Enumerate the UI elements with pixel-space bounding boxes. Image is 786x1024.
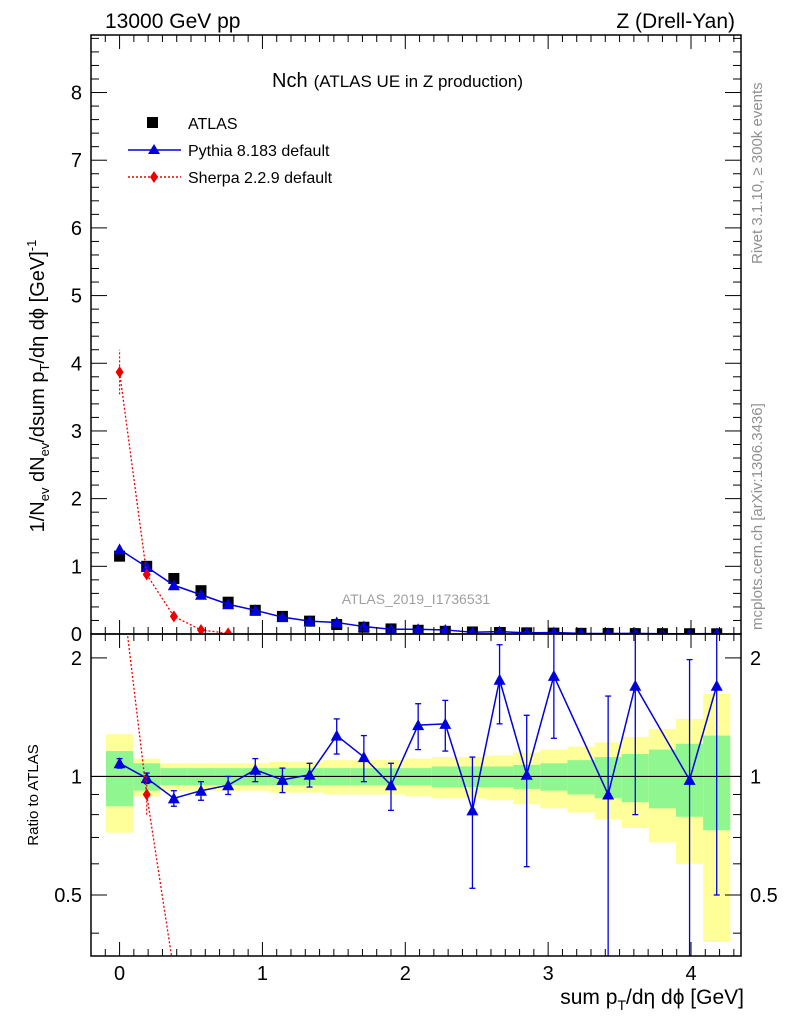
pythia-ratio-point (195, 784, 207, 796)
ratio-tick-label-right: 2 (750, 648, 761, 670)
x-tick-label: 0 (114, 963, 125, 985)
ratio-tick-label-left: 0.5 (54, 885, 82, 907)
pythia-ratio-point (357, 751, 370, 763)
legend-pythia-label: Pythia 8.183 default (188, 143, 330, 160)
pythia-ratio-point (547, 669, 560, 681)
y-axis-label: 1/Nev dNev/dsum pT/dη dϕ [GeV]-1 (24, 240, 52, 533)
ratio-tick-label-left: 1 (71, 766, 82, 788)
pythia-ratio-point (249, 763, 262, 775)
legend: ATLAS Pythia 8.183 default Sherpa 2.2.9 … (128, 116, 333, 187)
pythia-ratio-point (113, 757, 126, 769)
x-tick-label: 3 (543, 963, 554, 985)
y-tick-label: 6 (71, 218, 82, 240)
x-tick-label: 1 (257, 963, 268, 985)
ratio-y-label: Ratio to ATLAS (25, 744, 42, 845)
y-tick-label: 1 (71, 556, 82, 578)
legend-sherpa-label: Sherpa 2.2.9 default (188, 170, 333, 187)
x-tick-label: 2 (400, 963, 411, 985)
ratio-tick-label-left: 2 (71, 648, 82, 670)
pythia-point (140, 560, 153, 572)
pythia-point (195, 588, 207, 600)
sherpa-point (169, 610, 178, 623)
atlas-point (114, 550, 126, 562)
pythia-point (522, 626, 531, 634)
sherpa-point (142, 568, 151, 581)
legend-atlas-marker (147, 117, 158, 128)
atlas-point (168, 572, 180, 584)
pythia-point (222, 598, 235, 610)
x-axis-label: sum pT/dη dϕ [GeV] (560, 986, 744, 1013)
legend-pythia-marker (148, 144, 160, 154)
pythia-point (303, 615, 316, 627)
pythia-ratio-point (276, 773, 289, 785)
ratio-series (113, 634, 723, 1024)
pythia-ratio-point (439, 717, 452, 729)
watermark: ATLAS_2019_I1736531 (342, 591, 491, 607)
pythia-point (276, 611, 289, 623)
pythia-ratio-point (167, 792, 180, 804)
legend-atlas-label: ATLAS (188, 116, 238, 133)
pythia-ratio-point (629, 679, 642, 691)
ratio-frame (90, 633, 742, 957)
pythia-point (713, 627, 721, 634)
pythia-point (113, 543, 126, 555)
pythia-point (357, 620, 370, 632)
plot-title: Nch (ATLAS UE in Z production) (272, 70, 523, 92)
y-tick-label: 7 (71, 150, 82, 172)
rivet-note: Rivet 3.1.10, ≥ 300k events (749, 82, 766, 264)
axis-ticks: 0 1 2 3 4 0 1 2 3 4 5 6 7 8 0.5 0.5 1 1 2 2 (54, 35, 778, 985)
pythia-ratio-point (466, 804, 479, 816)
x-tick-label: 4 (685, 963, 696, 985)
sherpa-ratio-point (142, 788, 151, 801)
pythia-ratio-point (385, 779, 397, 791)
sherpa-point (224, 627, 233, 634)
header-right: Z (Drell-Yan) (616, 10, 735, 33)
pythia-point (330, 616, 343, 628)
legend-sherpa-marker (150, 171, 158, 183)
pythia-point (167, 579, 180, 591)
sherpa-point (197, 623, 205, 634)
pythia-ratio-point (602, 788, 615, 800)
mcplots-note: mcplots.cern.ch [arXiv:1306.3436] (749, 403, 766, 630)
pythia-ratio-point (412, 719, 425, 731)
y-tick-label: 4 (71, 353, 82, 375)
header-left: 13000 GeV pp (105, 10, 240, 33)
band-stat (648, 749, 676, 809)
pythia-point (604, 627, 612, 634)
pythia-point (249, 604, 262, 616)
band-stat (567, 760, 595, 795)
y-tick-label: 0 (71, 624, 82, 646)
ratio-tick-label-right: 0.5 (750, 885, 778, 907)
ratio-tick-label-right: 1 (750, 766, 761, 788)
pythia-point (495, 625, 505, 634)
pythia-ratio-point (493, 673, 506, 685)
pythia-ratio-point (710, 679, 723, 691)
y-tick-label: 5 (71, 286, 82, 308)
pythia-ratio-point (683, 773, 696, 785)
y-tick-label: 3 (71, 421, 82, 443)
pythia-point (577, 627, 585, 634)
pythia-ratio-point (330, 729, 343, 741)
pythia-ratio-point (303, 768, 316, 780)
pythia-point (412, 623, 424, 634)
sherpa-ratio-line-tail (174, 971, 201, 1024)
pythia-point (549, 626, 558, 634)
sherpa-line (118, 371, 229, 634)
pythia-ratio-point (222, 779, 235, 791)
pythia-ratio-point (520, 768, 533, 780)
sherpa-point (115, 366, 124, 379)
pythia-point (468, 626, 477, 634)
y-tick-label: 8 (71, 83, 82, 105)
y-tick-label: 2 (71, 489, 82, 511)
